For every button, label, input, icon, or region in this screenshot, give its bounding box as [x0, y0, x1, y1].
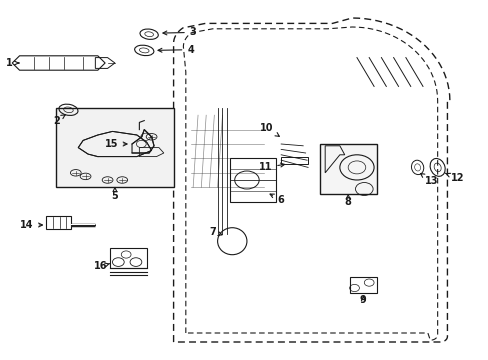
Text: 13: 13 — [420, 174, 437, 186]
Text: 7: 7 — [209, 227, 222, 237]
Text: 14: 14 — [20, 220, 42, 230]
FancyBboxPatch shape — [56, 108, 173, 187]
Text: 16: 16 — [93, 261, 110, 271]
Text: 10: 10 — [259, 123, 279, 136]
Text: 12: 12 — [444, 173, 463, 183]
Text: 6: 6 — [269, 194, 284, 205]
Text: 4: 4 — [158, 45, 194, 55]
Text: 11: 11 — [258, 162, 284, 172]
Text: 15: 15 — [104, 139, 127, 149]
Text: 1: 1 — [6, 58, 19, 68]
Text: 2: 2 — [53, 115, 65, 126]
Text: 8: 8 — [344, 194, 351, 207]
Text: 5: 5 — [111, 188, 118, 201]
Text: 9: 9 — [359, 294, 366, 305]
FancyBboxPatch shape — [320, 144, 376, 194]
Text: 3: 3 — [163, 27, 196, 37]
